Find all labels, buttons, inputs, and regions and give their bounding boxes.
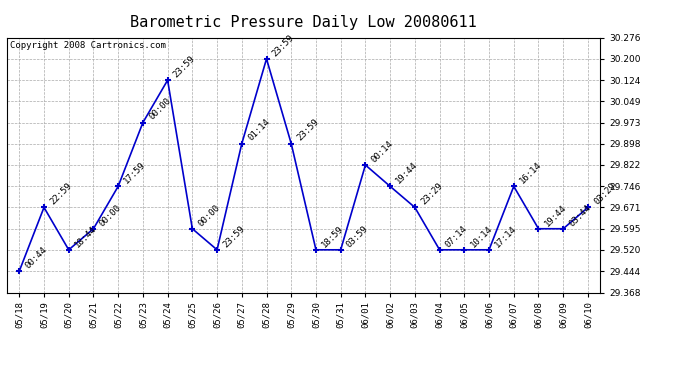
Text: 19:44: 19:44	[542, 202, 568, 228]
Text: 19:44: 19:44	[394, 160, 420, 186]
Text: 03:44: 03:44	[567, 202, 593, 228]
Text: 23:29: 23:29	[419, 181, 444, 207]
Text: 03:29: 03:29	[592, 181, 618, 207]
Text: 22:59: 22:59	[48, 181, 74, 207]
Text: 23:59: 23:59	[295, 117, 321, 143]
Text: 07:14: 07:14	[444, 224, 469, 249]
Text: 10:14: 10:14	[469, 224, 494, 249]
Text: 18:59: 18:59	[320, 224, 346, 249]
Text: 00:44: 00:44	[23, 245, 49, 270]
Text: 03:59: 03:59	[345, 224, 371, 249]
Text: 00:00: 00:00	[97, 202, 123, 228]
Text: 18:44: 18:44	[73, 224, 98, 249]
Text: 00:14: 00:14	[370, 139, 395, 164]
Text: 17:59: 17:59	[122, 160, 148, 186]
Text: 23:59: 23:59	[221, 224, 246, 249]
Text: 00:00: 00:00	[147, 96, 172, 122]
Text: Barometric Pressure Daily Low 20080611: Barometric Pressure Daily Low 20080611	[130, 15, 477, 30]
Text: 00:00: 00:00	[197, 202, 222, 228]
Text: 16:14: 16:14	[518, 160, 543, 186]
Text: 17:14: 17:14	[493, 224, 519, 249]
Text: 23:59: 23:59	[172, 54, 197, 80]
Text: 23:59: 23:59	[270, 33, 296, 58]
Text: 01:14: 01:14	[246, 117, 271, 143]
Text: Copyright 2008 Cartronics.com: Copyright 2008 Cartronics.com	[10, 41, 166, 50]
